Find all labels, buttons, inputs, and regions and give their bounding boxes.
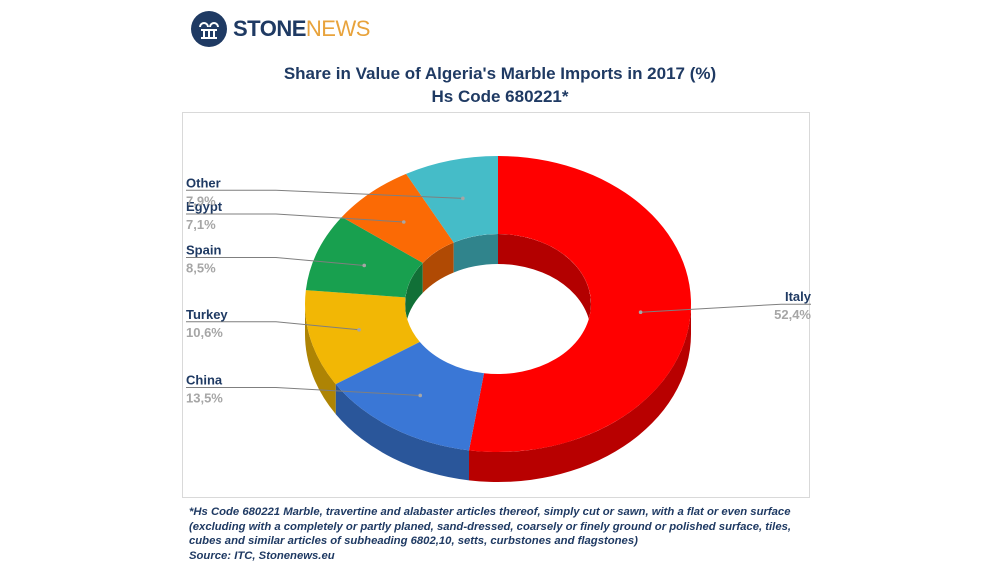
- chart-subtitle: Hs Code 680221*: [431, 87, 569, 106]
- source-note: Source: ITC, Stonenews.eu: [189, 550, 335, 562]
- leader-line-china: [186, 387, 421, 396]
- slice-label-spain: Spain: [186, 242, 221, 257]
- leader-dot-italy: [638, 310, 643, 315]
- slice-label-turkey: Turkey: [186, 307, 228, 322]
- leader-dot-china: [418, 393, 423, 398]
- slice-label-other: Other: [186, 175, 221, 190]
- brand-name: STONENEWS: [233, 16, 370, 42]
- slice-label-italy: Italy: [785, 289, 812, 304]
- inner-wall-italy: [498, 234, 591, 334]
- slice-labels: Italy 52,4% China 13,5% Turkey 10,6% Spain 8,5%…: [186, 175, 812, 405]
- outer-wall-turkey: [305, 304, 336, 415]
- slice-label-egypt: Egypt: [186, 199, 223, 214]
- slice-spain: [305, 217, 423, 298]
- slice-value-egypt: 7,1%: [186, 217, 216, 232]
- leader-line-italy: [640, 303, 811, 313]
- leader-line-turkey: [186, 321, 360, 331]
- footnote: *Hs Code 680221 Marble, travertine and a…: [189, 506, 792, 547]
- leader-dot-other: [461, 196, 465, 201]
- donut-sides: [305, 304, 691, 483]
- donut-hole-sides: [405, 234, 591, 334]
- inner-wall-other: [453, 234, 498, 273]
- leader-lines: [186, 189, 811, 398]
- slice-egypt: [341, 173, 454, 263]
- slice-value-spain: 8,5%: [186, 260, 216, 275]
- inner-wall-spain: [405, 262, 423, 328]
- chart-title: Share in Value of Algeria's Marble Impor…: [283, 64, 717, 83]
- slice-turkey: [305, 290, 420, 385]
- slice-value-turkey: 10,6%: [186, 325, 223, 340]
- leader-dot-turkey: [357, 327, 361, 332]
- leader-dot-spain: [362, 263, 367, 268]
- outer-wall-china: [335, 384, 470, 481]
- outer-wall-italy: [469, 304, 691, 483]
- plot-area: [182, 112, 810, 498]
- slice-label-china: China: [186, 372, 223, 387]
- brand-name-part2: NEWS: [305, 16, 371, 41]
- slice-value-china: 13,5%: [186, 390, 223, 405]
- slice-other: [406, 156, 498, 243]
- leader-line-spain: [186, 257, 365, 266]
- donut-tops: [305, 156, 692, 452]
- leader-line-other: [186, 189, 463, 199]
- slice-value-italy: 52,4%: [774, 307, 811, 322]
- leader-line-egypt: [186, 213, 404, 223]
- slice-italy: [469, 156, 692, 452]
- brand-logo: STONENEWS: [191, 10, 370, 48]
- column-arches-icon: [191, 11, 227, 47]
- slice-china: [335, 341, 485, 451]
- brand-name-part1: STONE: [233, 16, 306, 41]
- leader-dot-egypt: [401, 220, 406, 224]
- slice-value-other: 7,9%: [186, 193, 216, 208]
- inner-wall-egypt: [422, 242, 454, 293]
